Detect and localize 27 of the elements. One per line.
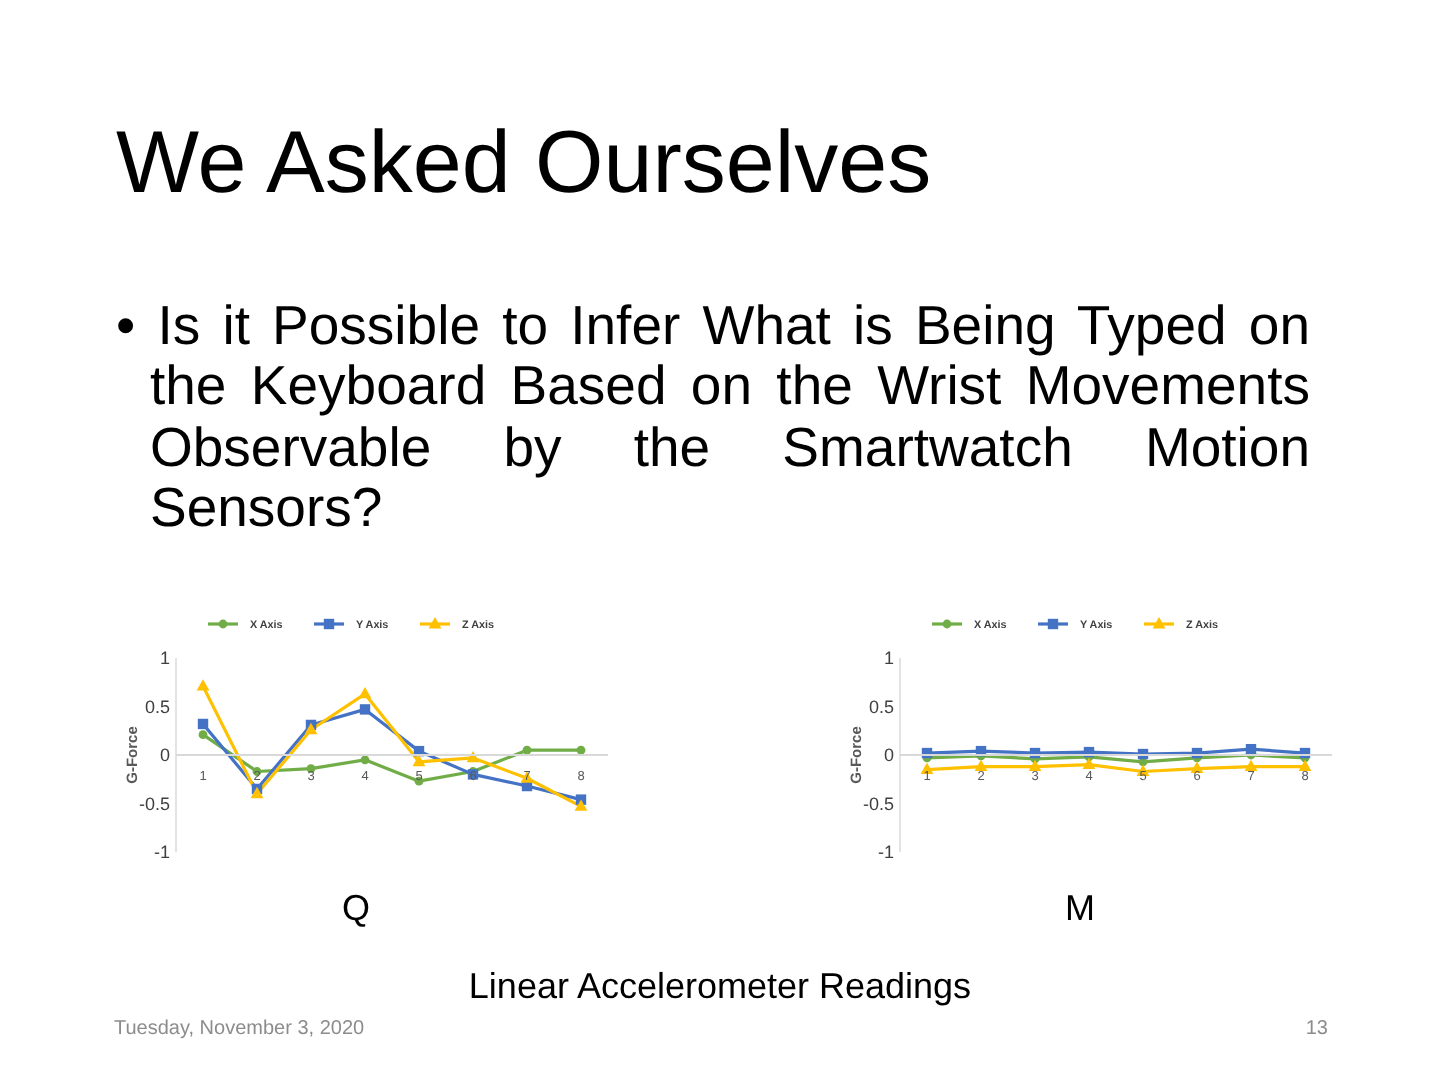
y-tick-label: 1	[159, 648, 170, 669]
y-tick-label: 0	[159, 745, 170, 766]
point	[522, 745, 532, 755]
y-tick-label: -1	[153, 842, 170, 863]
point	[196, 679, 210, 691]
point	[412, 754, 426, 767]
y-tick-label: 0.5	[868, 696, 894, 717]
text: 13	[1305, 1018, 1328, 1040]
y-tick-label: 1	[883, 648, 894, 669]
chart-subtitle: • Is it Possible to Infer What is Being Typed on the Keyboard Based on the Wrist Movements Observable by the Smartwatch Motion Sensors?	[116, 294, 1310, 540]
point	[360, 755, 370, 765]
chart-title: We Asked Ourselves	[116, 114, 932, 212]
x-axis-title: Q	[339, 888, 372, 928]
point	[574, 799, 588, 811]
point	[197, 718, 209, 730]
y-tick-label: -0.5	[138, 793, 170, 814]
text: Linear Accelerometer Readings	[466, 966, 974, 1006]
point	[359, 704, 371, 715]
y-tick-label: -1	[877, 842, 894, 863]
y-tick-label: 0.5	[144, 696, 170, 717]
y-tick-label: -0.5	[862, 793, 894, 814]
text: Tuesday, November 3, 2020	[114, 1018, 365, 1040]
point	[358, 686, 372, 699]
x-axis-title: M	[1063, 888, 1097, 928]
point	[576, 745, 586, 755]
y-tick-label: 0	[883, 745, 894, 766]
point	[198, 730, 208, 740]
